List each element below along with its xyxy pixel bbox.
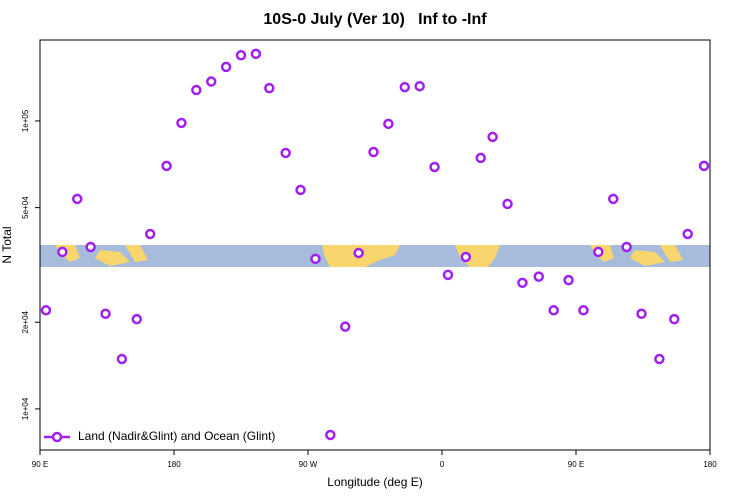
- point: [40, 305, 52, 316]
- x-tick-label: 180: [167, 460, 181, 469]
- point: [220, 61, 232, 73]
- point: [264, 82, 275, 94]
- point: [636, 308, 647, 320]
- point: [383, 118, 394, 130]
- y-axis-label: N Total: [0, 226, 14, 263]
- x-tick-label: 180: [703, 460, 717, 469]
- legend-marker: [51, 431, 63, 443]
- point: [368, 146, 379, 158]
- point: [607, 193, 619, 205]
- point: [116, 353, 128, 365]
- point: [593, 246, 604, 258]
- x-tick-label: 90 E: [32, 460, 48, 469]
- point: [71, 193, 83, 205]
- point: [442, 269, 454, 281]
- point: [100, 308, 111, 320]
- point: [578, 305, 589, 316]
- point: [548, 305, 559, 316]
- y-tick-label: 5e+04: [21, 196, 30, 219]
- y-tick-label: 1e+04: [21, 397, 30, 420]
- x-tick-label: 0: [440, 460, 445, 469]
- point: [295, 184, 306, 196]
- plot-frame: [39, 39, 711, 451]
- x-tick-label: 90 W: [299, 460, 318, 469]
- x-axis-label: Longitude (deg E): [327, 475, 422, 489]
- point: [460, 251, 472, 263]
- point: [235, 50, 247, 61]
- point: [654, 353, 665, 365]
- point: [280, 147, 291, 159]
- x-tick-label: 90 E: [568, 460, 584, 469]
- point: [144, 228, 156, 240]
- point: [698, 160, 710, 172]
- point: [502, 198, 513, 210]
- point: [682, 228, 693, 240]
- point: [429, 161, 440, 173]
- chart-title: 10S-0 July (Ver 10) Inf to -Inf: [263, 11, 487, 28]
- point: [310, 253, 321, 265]
- point: [85, 241, 96, 253]
- point: [399, 81, 411, 93]
- legend-label: Land (Nadir&Glint) and Ocean (Glint): [78, 429, 275, 443]
- point: [131, 313, 143, 325]
- point: [414, 80, 425, 92]
- point: [176, 117, 187, 129]
- point: [205, 76, 217, 87]
- point: [533, 271, 545, 282]
- point: [161, 160, 172, 172]
- point: [563, 274, 574, 286]
- point: [517, 277, 528, 289]
- point: [621, 241, 632, 253]
- point: [250, 48, 262, 60]
- point: [487, 131, 498, 143]
- point: [325, 429, 336, 441]
- y-tick-label: 2e+04: [21, 310, 30, 333]
- point: [353, 247, 364, 259]
- point: [475, 152, 486, 164]
- point: [191, 84, 202, 96]
- point: [669, 313, 680, 325]
- map-strip: [40, 245, 710, 267]
- point: [57, 246, 68, 258]
- y-tick-label: 1e+05: [21, 109, 30, 132]
- point: [339, 321, 351, 332]
